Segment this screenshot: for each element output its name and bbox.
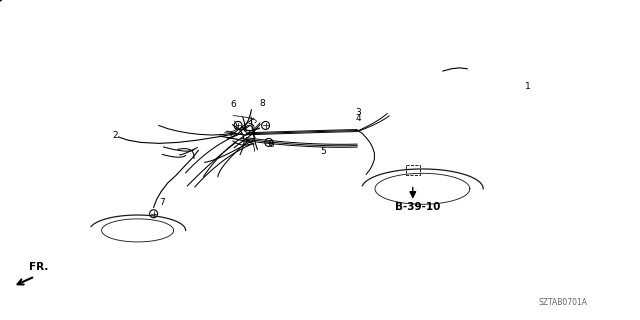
Bar <box>406 164 420 175</box>
Text: 6: 6 <box>269 140 275 148</box>
Text: 4: 4 <box>355 114 361 123</box>
Text: 3: 3 <box>355 108 361 117</box>
Text: SZTAB0701A: SZTAB0701A <box>539 298 588 307</box>
Text: 8: 8 <box>259 99 265 108</box>
Text: FR.: FR. <box>29 262 48 272</box>
Text: 6: 6 <box>230 100 236 109</box>
Text: 5: 5 <box>320 147 326 156</box>
Text: 7: 7 <box>159 198 164 207</box>
Text: 1: 1 <box>525 82 531 91</box>
Text: 2: 2 <box>112 131 118 140</box>
Text: B-39-10: B-39-10 <box>395 202 440 212</box>
